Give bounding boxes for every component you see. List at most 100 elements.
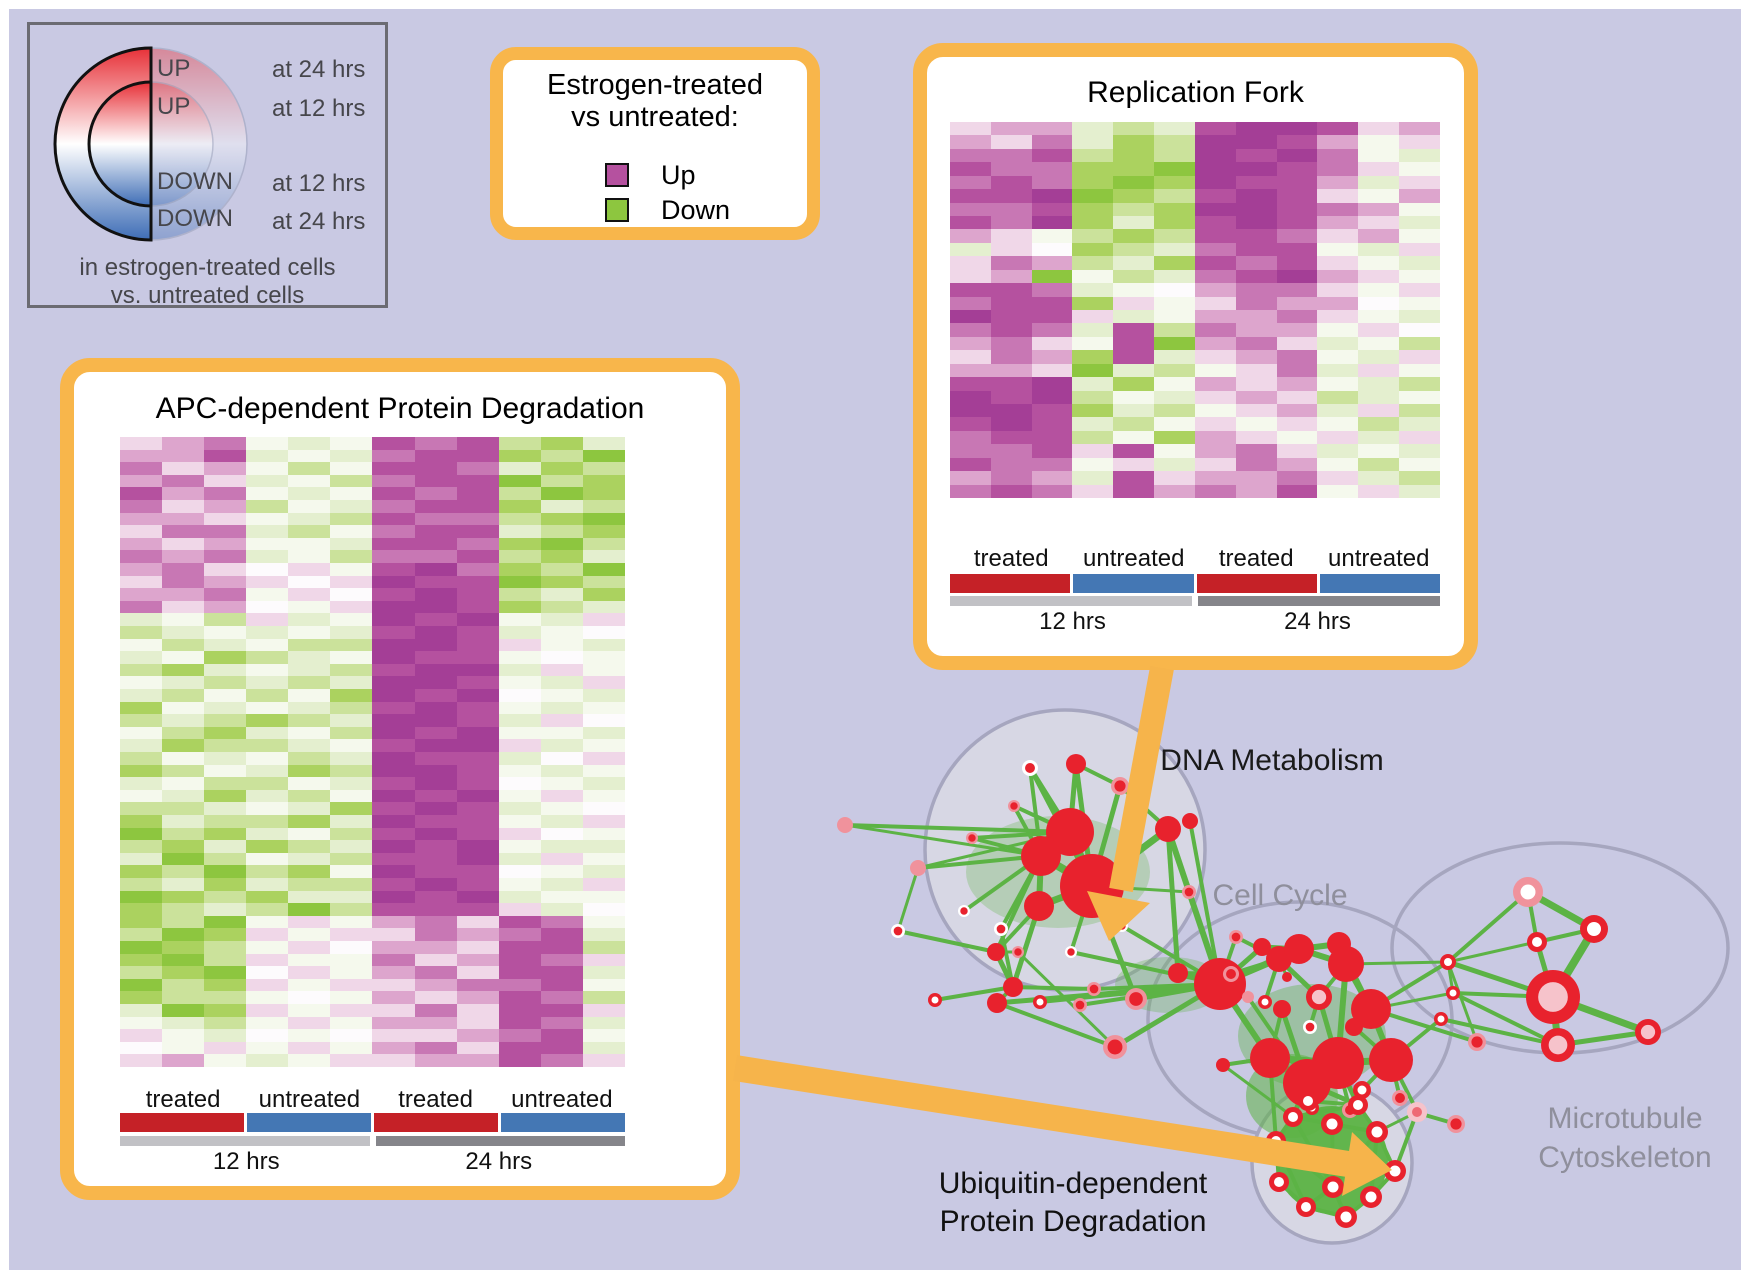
heatmap-cell — [498, 1029, 541, 1042]
heatmap-cell — [1113, 242, 1155, 257]
heatmap-cell — [330, 663, 373, 677]
heatmap-cell — [1194, 377, 1236, 391]
heatmap-cell — [456, 802, 499, 815]
heatmap-cell — [204, 550, 247, 563]
heatmap-cell — [582, 638, 625, 652]
heatmap-cell — [540, 613, 583, 626]
down-color-swatch — [605, 198, 629, 222]
heatmap-cell — [1317, 216, 1359, 230]
heatmap-cell — [204, 840, 247, 853]
heatmap-cell — [1399, 135, 1440, 149]
heatmap-cell — [1235, 310, 1277, 324]
heatmap-cell — [372, 991, 415, 1004]
time-gray-bars — [950, 596, 1440, 606]
heatmap-cell — [1154, 404, 1195, 418]
heatmap-cell — [498, 638, 541, 652]
heatmap-cell — [1154, 417, 1195, 431]
heatmap-cell — [120, 739, 163, 752]
heatmap-cell — [1154, 350, 1195, 364]
time-bar-segment — [120, 1136, 370, 1146]
heatmap-cell — [1113, 189, 1155, 203]
time-label: 24 hrs — [465, 1148, 533, 1175]
heatmap-cell — [540, 714, 583, 727]
heatmap-cell — [582, 588, 625, 601]
heatmap-cell — [204, 966, 247, 979]
heatmap-cell — [582, 1041, 625, 1055]
heatmap-cell — [414, 966, 457, 979]
heatmap-cell — [990, 336, 1032, 351]
heatmap-cell — [372, 588, 415, 601]
ring-label-time: at 12 hrs — [272, 170, 366, 197]
heatmap-cell — [456, 764, 499, 778]
heatmap-cell — [414, 1029, 457, 1042]
heatmap-cell — [372, 1016, 415, 1030]
heatmap-cell — [456, 815, 499, 828]
heatmap-cell — [330, 815, 373, 828]
condition-bar-segment — [950, 574, 1071, 593]
heatmap-cell — [204, 626, 247, 639]
heatmap-cell — [330, 1054, 373, 1067]
heatmap-cell — [204, 575, 247, 589]
heatmap-cell — [246, 726, 289, 740]
heatmap-cell — [162, 449, 205, 463]
heatmap-cell — [246, 789, 289, 803]
heatmap-cell — [950, 229, 991, 243]
heatmap-cell — [582, 512, 625, 526]
heatmap-cell — [498, 550, 541, 563]
ring-label-dir: UP — [157, 93, 191, 120]
heatmap-cell — [540, 941, 583, 954]
heatmap-cell — [1194, 148, 1236, 163]
heatmap-cell — [1154, 444, 1195, 458]
heatmap-cell — [204, 789, 247, 803]
heatmap-cell — [456, 928, 499, 941]
heatmap-cell — [1399, 269, 1440, 284]
heatmap-cell — [120, 941, 163, 954]
heatmap-cell — [540, 865, 583, 878]
heatmap-cell — [1194, 256, 1236, 270]
decoder-caption-line1: in estrogen-treated cells — [79, 254, 336, 281]
heatmap-cell — [1031, 404, 1073, 418]
heatmap-cell — [582, 991, 625, 1004]
heatmap-cell — [1358, 175, 1400, 190]
heatmap-cell — [1194, 269, 1236, 284]
heatmap-cell — [372, 689, 415, 702]
heatmap-cell — [162, 953, 205, 967]
heatmap-cell — [1194, 296, 1236, 310]
heatmap-cell — [1194, 444, 1236, 458]
heatmap-cell — [1317, 229, 1359, 243]
heatmap-cell — [120, 626, 163, 639]
heatmap-cell — [1276, 269, 1318, 284]
heatmap-cell — [246, 613, 289, 626]
heatmap-cell — [540, 437, 583, 450]
heatmap-cell — [120, 487, 163, 500]
heatmap-cell — [456, 953, 499, 967]
heatmap-cell — [162, 815, 205, 828]
heatmap-cell — [1113, 377, 1155, 391]
heatmap-cell — [1072, 377, 1114, 391]
heatmap-cell — [582, 802, 625, 815]
heatmap-cell — [1113, 296, 1155, 310]
time-labels-row: 12 hrs 24 hrs — [950, 608, 1440, 636]
heatmap-cell — [1317, 404, 1359, 418]
heatmap-cell — [1072, 162, 1114, 176]
heatmap-cell — [372, 525, 415, 538]
heatmap-cell — [1235, 283, 1277, 297]
heatmap-cell — [162, 991, 205, 1004]
heatmap-cell — [288, 638, 331, 652]
heatmap-cell — [1072, 336, 1114, 351]
heatmap-cell — [330, 789, 373, 803]
heatmap-cell — [456, 789, 499, 803]
heatmap-cell — [1031, 135, 1073, 149]
heatmap-cell — [1154, 484, 1195, 498]
heatmap-cell — [414, 915, 457, 929]
condition-label: untreated — [258, 1086, 361, 1113]
heatmap-cell — [990, 122, 1032, 136]
heatmap-cell — [246, 890, 289, 904]
heatmap-cell — [162, 550, 205, 563]
heatmap-cell — [990, 390, 1032, 404]
heatmap-cell — [1358, 390, 1400, 404]
heatmap-cell — [582, 500, 625, 513]
heatmap-cell — [1276, 148, 1318, 163]
heatmap-cell — [582, 726, 625, 740]
heatmap-cell — [414, 600, 457, 614]
